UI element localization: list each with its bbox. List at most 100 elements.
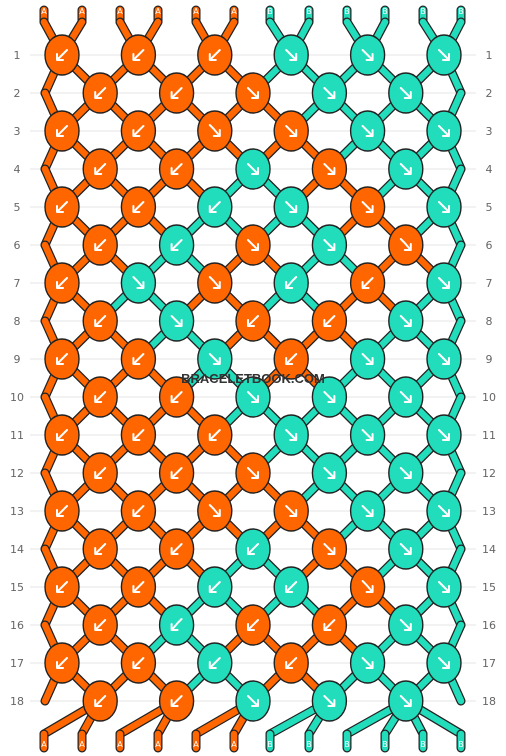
arrow-head-icon (251, 395, 259, 403)
arrow-head-icon (442, 205, 450, 213)
row-label-right: 2 (486, 87, 493, 100)
knot (388, 680, 424, 722)
arrow-down-right-icon (285, 201, 297, 212)
arrow-head-icon (94, 167, 103, 175)
row-label-left: 17 (10, 657, 24, 670)
knot (388, 300, 424, 342)
arrow-down-left-icon (362, 277, 374, 288)
arrow-head-icon (365, 509, 374, 517)
knot (388, 224, 424, 266)
knot (197, 414, 233, 456)
arrow-head-icon (327, 471, 336, 479)
arrow-down-right-icon (438, 125, 449, 136)
arrow-head-icon (442, 433, 450, 441)
arrow-down-right-icon (285, 125, 297, 136)
knot (82, 680, 118, 722)
knot (311, 528, 348, 570)
arrow-head-icon (94, 243, 103, 251)
knot (235, 680, 271, 722)
arrow-down-left-icon (324, 315, 336, 326)
arrow-head-icon (56, 661, 64, 669)
knot (311, 604, 348, 646)
knot (197, 186, 233, 228)
arrow-down-left-icon (171, 618, 183, 630)
knot (158, 148, 195, 190)
knot (388, 376, 424, 418)
arrow-head-icon (285, 357, 294, 365)
arrow-head-icon (208, 205, 217, 213)
bottom-thread-label: A (79, 740, 85, 749)
arrow-down-left-icon (57, 49, 68, 60)
arrow-head-icon (132, 357, 141, 365)
arrow-down-right-icon (208, 276, 220, 288)
arrow-down-right-icon (285, 49, 297, 60)
arrow-down-right-icon (399, 391, 411, 402)
arrow-down-right-icon (323, 87, 335, 98)
arrow-down-right-icon (170, 315, 182, 326)
arrow-head-icon (132, 661, 141, 669)
knot (158, 224, 195, 266)
knot (349, 566, 386, 608)
arrow-down-right-icon (247, 87, 258, 98)
arrow-head-icon (442, 585, 450, 593)
row-label-right: 17 (482, 657, 496, 670)
arrow-down-right-icon (399, 315, 411, 326)
knot (273, 642, 309, 684)
arrow-down-left-icon (133, 505, 145, 516)
knot (426, 414, 462, 456)
arrow-head-icon (403, 471, 412, 479)
row-label-left: 4 (14, 163, 21, 176)
knot (426, 186, 462, 228)
knot (273, 414, 309, 456)
arrow-head-icon (327, 699, 336, 707)
knot (235, 376, 271, 418)
arrow-down-right-icon (247, 239, 258, 250)
arrow-head-icon (403, 243, 412, 251)
knot (273, 490, 309, 532)
arrow-head-icon (170, 471, 179, 479)
arrow-head-icon (170, 547, 179, 555)
row-label-left: 6 (14, 239, 21, 252)
top-thread-label: A (193, 7, 199, 16)
arrow-down-left-icon (171, 543, 183, 554)
row-label-right: 10 (482, 391, 496, 404)
row-label-left: 18 (10, 695, 24, 708)
row-label-left: 14 (10, 543, 24, 556)
arrow-head-icon (365, 357, 374, 365)
arrow-down-left-icon (171, 163, 183, 174)
arrow-head-icon (251, 699, 259, 707)
arrow-down-left-icon (248, 315, 259, 326)
arrow-head-icon (212, 357, 221, 365)
arrow-down-right-icon (208, 353, 220, 364)
row-label-left: 11 (10, 429, 24, 442)
row-label-left: 2 (14, 87, 21, 100)
knot (82, 604, 118, 646)
arrow-head-icon (56, 585, 64, 593)
bottom-thread-label: B (382, 740, 388, 749)
arrow-down-left-icon (133, 581, 145, 592)
row-label-left: 7 (14, 277, 21, 290)
arrow-down-left-icon (171, 87, 183, 98)
knot (158, 604, 195, 646)
knot (197, 490, 233, 532)
row-label-left: 13 (10, 505, 24, 518)
arrow-head-icon (327, 167, 336, 175)
row-label-left: 10 (10, 391, 24, 404)
knot (44, 186, 80, 228)
arrow-down-left-icon (57, 125, 68, 136)
arrow-head-icon (365, 661, 374, 669)
top-thread-label: B (458, 7, 464, 16)
arrow-head-icon (94, 471, 103, 479)
top-thread-label: B (382, 7, 388, 16)
row-label-left: 15 (10, 581, 24, 594)
arrow-down-left-icon (95, 695, 107, 706)
arrow-down-right-icon (247, 163, 258, 174)
bottom-thread-label: A (117, 740, 123, 749)
arrow-down-left-icon (133, 353, 145, 364)
knot (349, 338, 386, 380)
top-thread-label: A (79, 7, 85, 16)
knot (273, 262, 309, 304)
arrow-head-icon (56, 433, 64, 441)
arrow-head-icon (94, 623, 103, 631)
bottom-thread-label: B (458, 740, 464, 749)
